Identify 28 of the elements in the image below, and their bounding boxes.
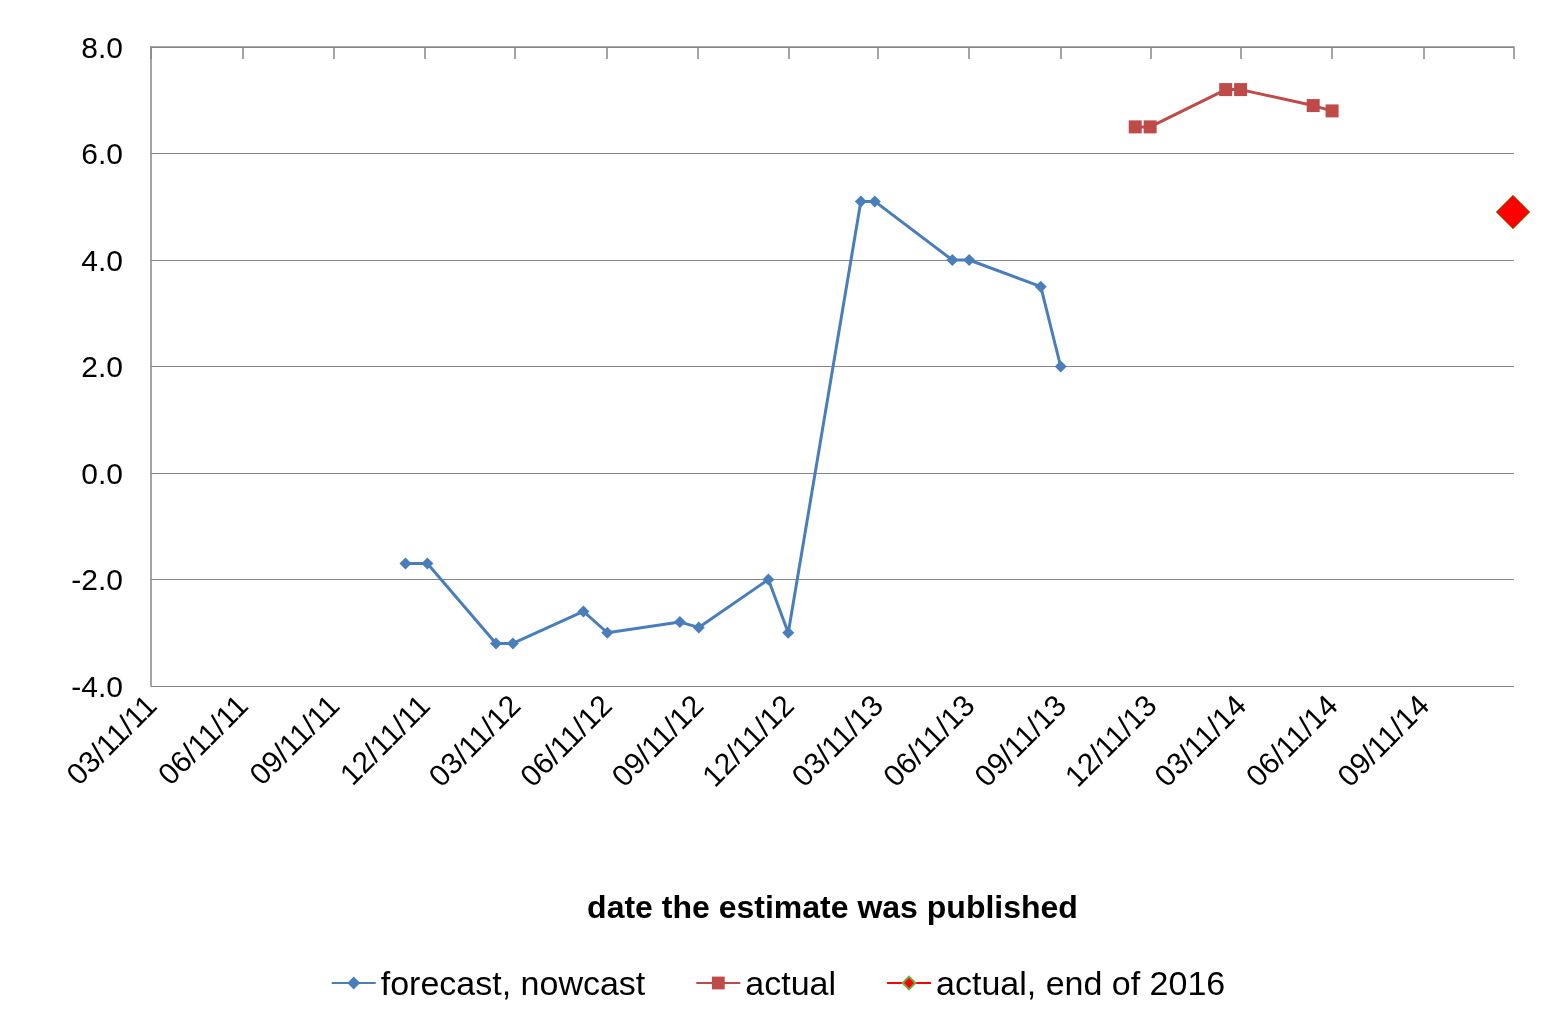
point bbox=[692, 621, 705, 634]
y-tick-label: -2.0 bbox=[71, 563, 123, 596]
y-tick-label: 2.0 bbox=[81, 350, 123, 383]
x-axis-title: date the estimate was published bbox=[587, 889, 1078, 925]
point bbox=[1325, 104, 1339, 118]
point bbox=[601, 626, 614, 639]
point bbox=[1128, 120, 1142, 134]
point bbox=[762, 573, 775, 586]
point bbox=[854, 195, 867, 208]
y-tick-label: 0.0 bbox=[81, 456, 123, 490]
legend-label: forecast, nowcast bbox=[380, 964, 646, 1002]
point bbox=[1054, 360, 1067, 373]
point bbox=[577, 605, 590, 618]
point bbox=[673, 616, 686, 629]
point bbox=[1034, 280, 1047, 293]
point bbox=[1234, 83, 1248, 97]
point bbox=[1495, 194, 1531, 230]
point bbox=[1219, 83, 1233, 97]
point bbox=[963, 254, 976, 266]
legend-label: actual, end of 2016 bbox=[936, 964, 1226, 1002]
y-tick-label: 6.0 bbox=[81, 137, 123, 170]
legend-label: actual bbox=[745, 964, 837, 1002]
point bbox=[1143, 120, 1157, 134]
y-tick-label: 8.0 bbox=[81, 30, 123, 64]
point bbox=[1306, 99, 1320, 113]
point bbox=[489, 637, 502, 650]
y-tick-label: 4.0 bbox=[81, 243, 123, 277]
y-tick-label: -4.0 bbox=[71, 669, 123, 703]
